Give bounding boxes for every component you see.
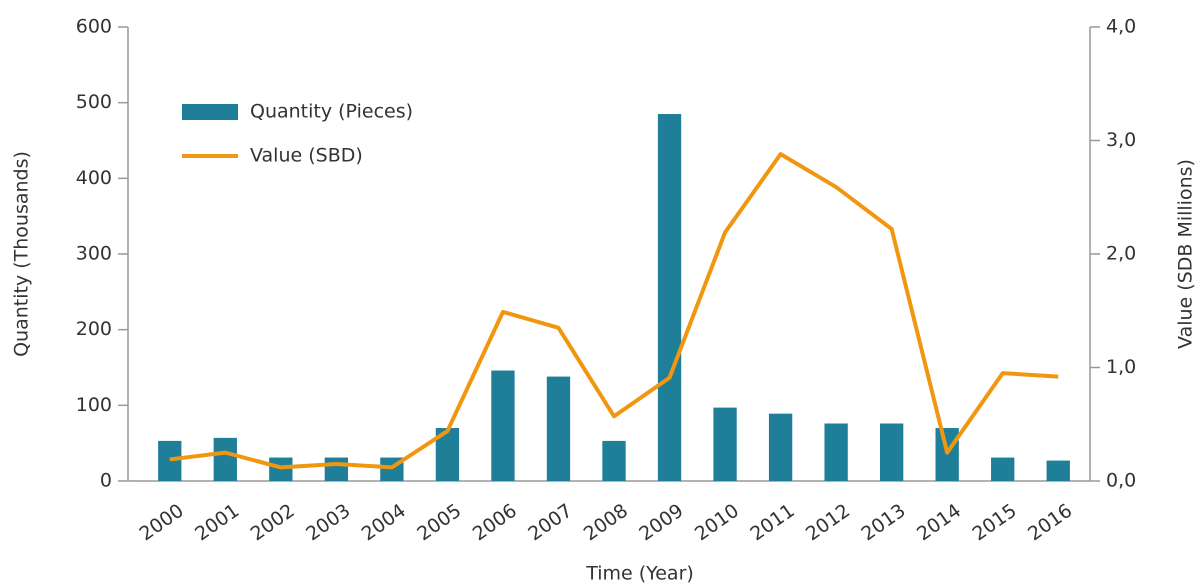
bar [158,440,182,481]
bar [657,114,682,482]
x-tick-label: 2008 [580,500,632,546]
x-tick-label: 2011 [746,500,798,546]
bar [713,407,737,481]
x-tick-label: 2013 [857,500,909,546]
x-axis-title: Time (Year) [585,563,694,585]
legend-label: Value (SBD) [250,145,363,167]
x-tick-label: 2005 [413,500,465,546]
bar [991,457,1015,481]
y2-tick-label: 3,0 [1106,129,1136,151]
y-tick-label: 0 [100,470,112,492]
bar [768,413,793,481]
bar [602,440,626,481]
legend-swatch [182,104,238,120]
y-tick-label: 200 [76,318,112,340]
x-tick-label: 2015 [968,500,1020,546]
y-tick-label: 300 [76,243,112,265]
x-tick-label: 2009 [635,500,687,546]
y-tick-label: 500 [76,91,112,113]
x-tick-label: 2012 [802,500,854,546]
x-tick-label: 2000 [136,500,188,546]
x-tick-label: 2016 [1024,500,1076,546]
x-tick-label: 2014 [913,500,965,546]
bar [491,370,515,481]
y2-tick-label: 1,0 [1106,356,1136,378]
bar [546,376,571,481]
bar [879,423,904,481]
line [169,152,1059,470]
bar [213,437,237,481]
x-tick-label: 2002 [247,500,299,546]
bar [435,428,460,481]
legend-label: Quantity (Pieces) [250,101,413,123]
x-tick-label: 2004 [358,500,410,546]
bar [824,423,848,481]
x-tick-label: 2006 [469,500,521,546]
y-tick-label: 600 [76,16,112,38]
bar [324,457,349,481]
y2-axis-title: Value (SDB Millions) [1175,159,1197,349]
bar [1046,460,1070,481]
x-tick-label: 2007 [524,500,576,546]
x-tick-label: 2001 [191,500,243,546]
y2-tick-label: 4,0 [1106,16,1136,38]
x-tick-label: 2010 [691,500,743,546]
y2-tick-label: 2,0 [1106,243,1136,265]
y2-tick-label: 0,0 [1106,470,1136,492]
x-tick-label: 2003 [302,500,354,546]
y-axis-title: Quantity (Thousands) [11,151,33,357]
y-tick-label: 400 [76,167,112,189]
y-tick-label: 100 [76,394,112,416]
